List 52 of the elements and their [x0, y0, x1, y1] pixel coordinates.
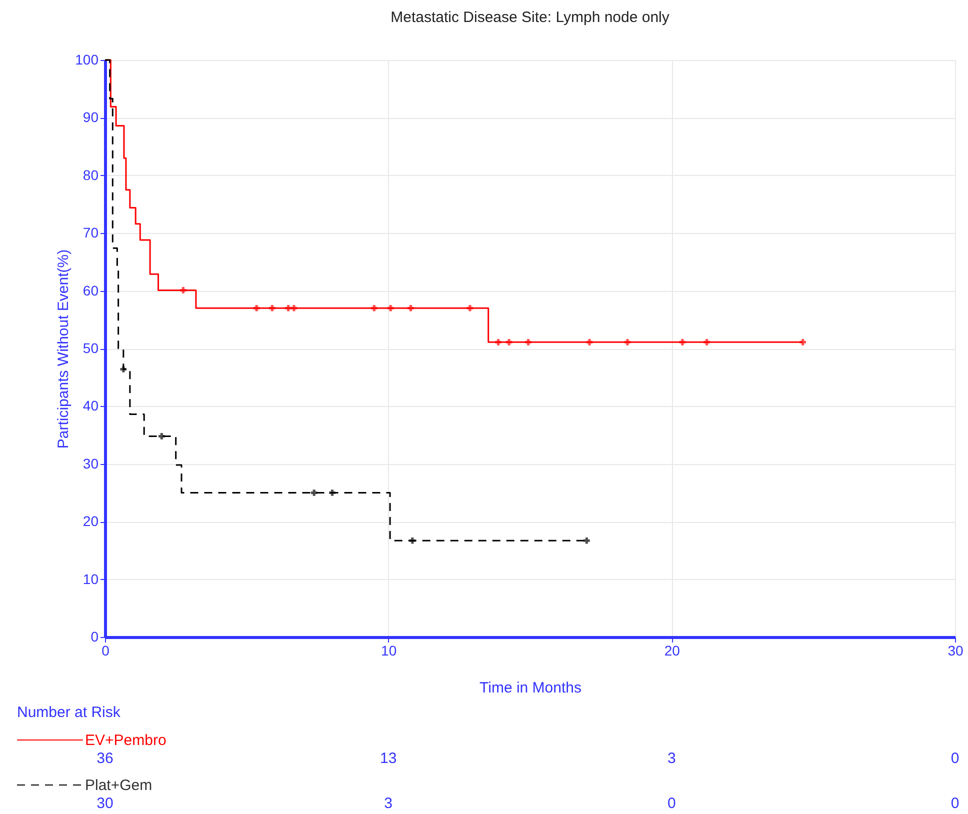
point — [525, 338, 532, 346]
y-tick-label: 90 — [82, 109, 99, 126]
point — [180, 287, 186, 294]
point — [800, 338, 806, 346]
point — [466, 304, 474, 312]
point — [371, 304, 378, 312]
text: 3 — [667, 750, 676, 767]
y-tick-label: 20 — [82, 513, 99, 530]
point — [387, 304, 394, 312]
y-tick-label: 40 — [82, 398, 99, 414]
point — [290, 304, 298, 312]
text: 13 — [380, 750, 397, 767]
point — [409, 537, 416, 544]
point — [704, 338, 710, 346]
point — [408, 304, 414, 312]
point — [624, 338, 631, 346]
y-tick-label: 10 — [82, 570, 99, 587]
x-tick-label: 30 — [948, 642, 964, 658]
y-tick-label: 50 — [82, 340, 99, 356]
point — [506, 338, 512, 346]
text: 0 — [667, 795, 676, 812]
point — [269, 304, 276, 312]
y-tick-label: 80 — [82, 166, 99, 183]
point — [285, 304, 292, 312]
point — [679, 338, 686, 346]
y-tick-label: 100 — [75, 52, 99, 68]
legend-label: Plat+Gem — [85, 777, 152, 794]
y-tick-label: 0 — [90, 628, 99, 644]
point — [120, 366, 127, 372]
point — [158, 433, 165, 440]
y-tick-label: 30 — [82, 455, 99, 472]
x-tick-label: 10 — [381, 642, 397, 658]
text: 36 — [96, 750, 114, 767]
chart-title: Metastatic Disease Site: Lymph node only — [390, 9, 670, 26]
text: Number at Risk — [17, 704, 121, 721]
point — [584, 537, 590, 544]
text: 3 — [384, 795, 393, 812]
text: 0 — [950, 750, 960, 767]
x-tick-label: 20 — [664, 642, 680, 658]
x-axis-title: Time in Months — [480, 680, 582, 696]
text: 0 — [950, 795, 960, 812]
legend-label: EV+Pembro — [85, 732, 166, 749]
point — [310, 490, 318, 496]
y-tick-label: 60 — [82, 282, 99, 298]
point — [329, 490, 336, 496]
y-axis-title: Participants Without Event(%) — [55, 249, 72, 449]
x-tick-label: 0 — [102, 642, 110, 658]
text: 30 — [96, 795, 114, 812]
point — [253, 304, 260, 312]
point — [586, 338, 593, 346]
point — [495, 338, 502, 346]
y-tick-label: 70 — [82, 224, 99, 241]
